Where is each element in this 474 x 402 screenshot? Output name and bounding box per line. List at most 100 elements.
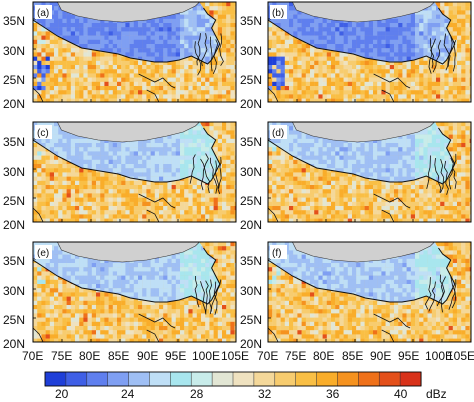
grid-cell bbox=[293, 81, 298, 87]
grid-cell bbox=[314, 77, 319, 82]
plateau-cell bbox=[66, 35, 71, 40]
grid-cell bbox=[175, 65, 181, 70]
plateau-cell bbox=[205, 27, 210, 32]
plateau-cell bbox=[138, 27, 143, 32]
grid-cell bbox=[54, 65, 59, 70]
grid-cell bbox=[154, 94, 160, 99]
grid-cell bbox=[268, 48, 273, 53]
plateau-cell bbox=[121, 48, 126, 53]
grid-cell bbox=[213, 134, 218, 139]
grid-cell bbox=[469, 52, 471, 57]
grid-cell bbox=[230, 48, 235, 53]
grid-cell bbox=[234, 69, 236, 74]
grid-cell bbox=[66, 60, 71, 66]
grid-cell bbox=[142, 69, 147, 74]
grid-cell bbox=[272, 44, 277, 49]
grid-cell bbox=[406, 86, 411, 91]
plateau-cell bbox=[146, 18, 151, 24]
plateau-cell bbox=[100, 27, 105, 32]
grid-cell bbox=[465, 56, 470, 61]
grid-cell bbox=[234, 86, 236, 91]
grid-cell bbox=[75, 65, 80, 70]
grid-cell bbox=[284, 39, 290, 45]
plateau-cell bbox=[406, 18, 411, 24]
plateau-cell bbox=[70, 31, 76, 36]
plateau-cell bbox=[125, 52, 130, 57]
grid-cell bbox=[234, 134, 236, 139]
grid-cell bbox=[112, 94, 118, 99]
plateau-cell bbox=[100, 18, 105, 24]
grid-cell bbox=[293, 48, 298, 53]
grid-cell bbox=[289, 69, 294, 74]
grid-cell bbox=[213, 14, 218, 19]
grid-cell bbox=[217, 94, 223, 99]
grid-cell bbox=[217, 98, 223, 102]
plateau-cell bbox=[339, 39, 344, 45]
grid-cell bbox=[360, 86, 365, 91]
grid-cell bbox=[326, 86, 332, 91]
plateau-cell bbox=[209, 39, 214, 45]
grid-cell bbox=[87, 65, 92, 70]
grid-cell bbox=[96, 65, 101, 70]
grid-cell bbox=[457, 2, 462, 7]
plateau-cell bbox=[196, 18, 202, 24]
grid-cell bbox=[112, 52, 118, 57]
plateau-cell bbox=[398, 18, 403, 24]
grid-cell bbox=[360, 90, 365, 95]
plateau-cell bbox=[45, 2, 50, 7]
plateau-cell bbox=[326, 35, 332, 40]
grid-cell bbox=[180, 86, 185, 91]
grid-cell bbox=[230, 18, 235, 24]
grid-cell bbox=[297, 73, 302, 78]
plateau-cell bbox=[427, 39, 432, 45]
plateau-cell bbox=[305, 14, 311, 19]
grid-cell bbox=[377, 77, 382, 82]
grid-cell bbox=[284, 86, 290, 91]
grid-cell bbox=[377, 69, 382, 74]
grid-cell bbox=[314, 65, 319, 70]
grid-cell bbox=[33, 81, 38, 87]
grid-cell bbox=[440, 94, 445, 99]
plateau-cell bbox=[293, 18, 298, 24]
grid-cell bbox=[289, 48, 294, 53]
grid-cell bbox=[108, 77, 113, 82]
grid-cell bbox=[276, 77, 281, 82]
grid-cell bbox=[343, 86, 348, 91]
plateau-cell bbox=[142, 39, 147, 45]
plateau-cell bbox=[54, 23, 59, 28]
grid-cell bbox=[331, 69, 336, 74]
grid-cell bbox=[196, 69, 202, 74]
plateau-cell bbox=[276, 18, 281, 24]
grid-cell bbox=[45, 52, 50, 57]
plateau-cell bbox=[184, 18, 189, 24]
grid-cell bbox=[326, 81, 332, 87]
grid-cell bbox=[410, 65, 416, 70]
grid-cell bbox=[201, 77, 206, 82]
grid-cell bbox=[133, 60, 139, 66]
grid-cell bbox=[301, 65, 306, 70]
plateau-cell bbox=[49, 18, 55, 24]
grid-cell bbox=[335, 98, 340, 102]
grid-cell bbox=[125, 65, 130, 70]
grid-cell bbox=[87, 56, 92, 61]
grid-cell bbox=[49, 56, 55, 61]
grid-cell bbox=[100, 52, 105, 57]
grid-cell bbox=[205, 81, 210, 87]
plateau-cell bbox=[100, 23, 105, 28]
plateau-cell bbox=[175, 23, 181, 28]
grid-cell bbox=[205, 2, 210, 7]
grid-cell bbox=[461, 14, 466, 19]
grid-cell bbox=[184, 60, 189, 66]
river-line bbox=[209, 36, 213, 72]
grid-cell bbox=[230, 39, 235, 45]
grid-cell bbox=[96, 98, 101, 102]
grid-cell bbox=[431, 86, 437, 91]
grid-cell bbox=[423, 65, 428, 70]
grid-cell bbox=[343, 60, 348, 66]
grid-cell bbox=[280, 65, 285, 70]
grid-cell bbox=[167, 65, 172, 70]
grid-cell bbox=[310, 69, 315, 74]
grid-cell bbox=[230, 23, 235, 28]
grid-cell bbox=[284, 73, 290, 78]
plateau-cell bbox=[129, 39, 134, 45]
